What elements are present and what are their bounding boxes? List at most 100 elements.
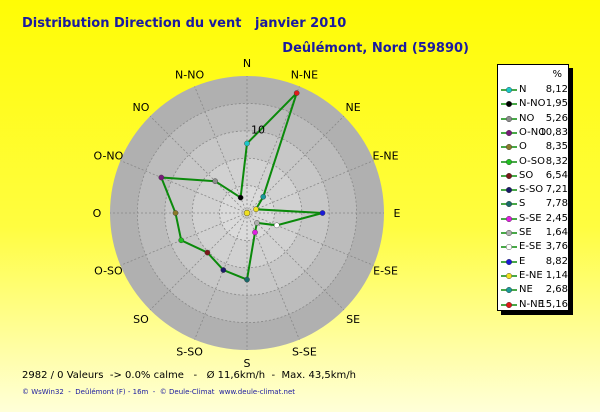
legend-percent: 1,64 (545, 227, 568, 238)
legend-row: O-SO 8,32 (498, 155, 570, 169)
legend-direction: S-SO (519, 184, 544, 196)
direction-label-n-no: N-NO (175, 68, 204, 81)
legend-row: E 8,82 (498, 255, 570, 269)
legend-row: N-NE 15,16 (498, 298, 570, 312)
legend-percent: 1,95 (545, 98, 568, 110)
point-no (212, 178, 218, 184)
legend-direction: N-NO (519, 98, 546, 110)
legend-row: S 7,78 (498, 197, 570, 211)
legend-marker (501, 129, 517, 136)
direction-label-s-so: S-SO (176, 346, 203, 359)
point-s-se (252, 229, 258, 236)
legend-percent: 10,83 (539, 126, 568, 138)
legend-row: S-SO 7,21 (498, 183, 570, 197)
legend-percent: 1,14 (545, 269, 568, 281)
footer-credits: © WsWin32 - Deûlémont (F) - 16m - © Deul… (22, 388, 296, 396)
spoke-so (149, 212, 248, 311)
spoke-e-ne (246, 160, 374, 214)
point-o-so (178, 237, 184, 244)
legend-marker (501, 230, 517, 236)
point-e (319, 210, 326, 216)
legend-percent: 2,68 (545, 284, 568, 296)
legend-direction: O-NO (519, 126, 547, 138)
legend-direction: E (519, 255, 526, 267)
legend-direction: NE (519, 284, 533, 296)
legend-percent: 8,82 (545, 255, 568, 267)
point-s-so (220, 267, 227, 273)
legend-marker (501, 115, 517, 122)
point-o-no (158, 174, 165, 181)
direction-label-se: SE (346, 313, 360, 326)
point-o (172, 210, 179, 216)
legend-marker (501, 272, 517, 279)
legend-percent: 8,35 (545, 141, 568, 153)
legend-direction: S (519, 198, 526, 210)
legend-header: % (552, 69, 562, 80)
spoke-n-no (194, 86, 248, 214)
direction-label-s: S (244, 357, 251, 370)
legend-marker (501, 215, 517, 222)
legend-percent: 15,16 (539, 298, 568, 310)
location-label: Deûlémont, Nord (59890) (282, 41, 469, 56)
legend-marker (501, 158, 517, 165)
legend-row: NO 5,26 (498, 112, 570, 126)
legend-marker (501, 244, 517, 251)
legend-row: SE 1,64 (498, 226, 570, 240)
legend-marker (501, 101, 517, 108)
direction-label-ne: NE (345, 101, 360, 114)
legend-direction: O-SO (519, 155, 545, 167)
direction-label-no: NO (132, 101, 149, 114)
legend-direction: E-SE (519, 241, 542, 253)
legend-direction: S-SE (519, 212, 542, 224)
spoke-ne (246, 115, 345, 214)
legend-marker (501, 201, 517, 208)
legend-marker (501, 187, 517, 194)
legend-marker (501, 287, 517, 294)
grid-ring-2 (164, 130, 330, 296)
legend-row: O-NO 10,83 (498, 126, 570, 140)
legend-marker (501, 258, 517, 265)
point-e-ne (253, 206, 259, 213)
spoke-n-ne (246, 86, 300, 214)
legend-percent: 3,76 (545, 241, 568, 253)
legend-direction: NO (519, 112, 535, 124)
point-se (254, 220, 260, 226)
legend-row: O 8,35 (498, 140, 570, 154)
legend-percent: 6,54 (545, 169, 568, 181)
direction-label-o: O (93, 207, 102, 220)
legend-percent: 7,21 (545, 184, 568, 196)
spoke-e-se (246, 212, 374, 266)
spoke-s-so (194, 212, 248, 340)
stats-line: 2982 / 0 Valeurs -> 0.0% calme - Ø 11,6k… (22, 370, 356, 381)
direction-label-e-ne: E-NE (373, 150, 399, 163)
legend-percent: 7,78 (545, 198, 568, 210)
radial-tick-label: 10 (251, 123, 265, 136)
legend: % N 8,12 N-NO 1,95 NO 5,26 O-NO 10,83 O 8,35 O-SO 8… (497, 64, 569, 311)
legend-percent: 8,32 (545, 155, 568, 167)
legend-direction: O (519, 141, 527, 153)
direction-label-s-se: S-SE (292, 346, 317, 359)
legend-percent: 5,26 (545, 112, 568, 124)
point-n (244, 140, 250, 147)
legend-direction: E-NE (519, 269, 543, 281)
direction-label-o-no: O-NO (94, 150, 124, 163)
center-marker (243, 209, 251, 217)
legend-direction: SO (519, 169, 534, 181)
direction-label-so: SO (133, 313, 149, 326)
point-s (244, 276, 250, 283)
legend-row: S-SE 2,45 (498, 212, 570, 226)
legend-direction: N-NE (519, 298, 544, 310)
spoke-s-se (246, 212, 300, 340)
direction-label-n: N (243, 57, 251, 70)
direction-label-o-so: O-SO (94, 264, 123, 277)
legend-row: NE 2,68 (498, 283, 570, 297)
legend-row: SO 6,54 (498, 169, 570, 183)
legend-row: N-NO 1,95 (498, 97, 570, 111)
spoke-se (246, 212, 345, 311)
point-ne (260, 193, 267, 200)
legend-marker (501, 301, 517, 308)
direction-label-e: E (394, 207, 401, 220)
legend-percent: 8,12 (545, 84, 568, 95)
grid-ring-0 (219, 185, 275, 241)
